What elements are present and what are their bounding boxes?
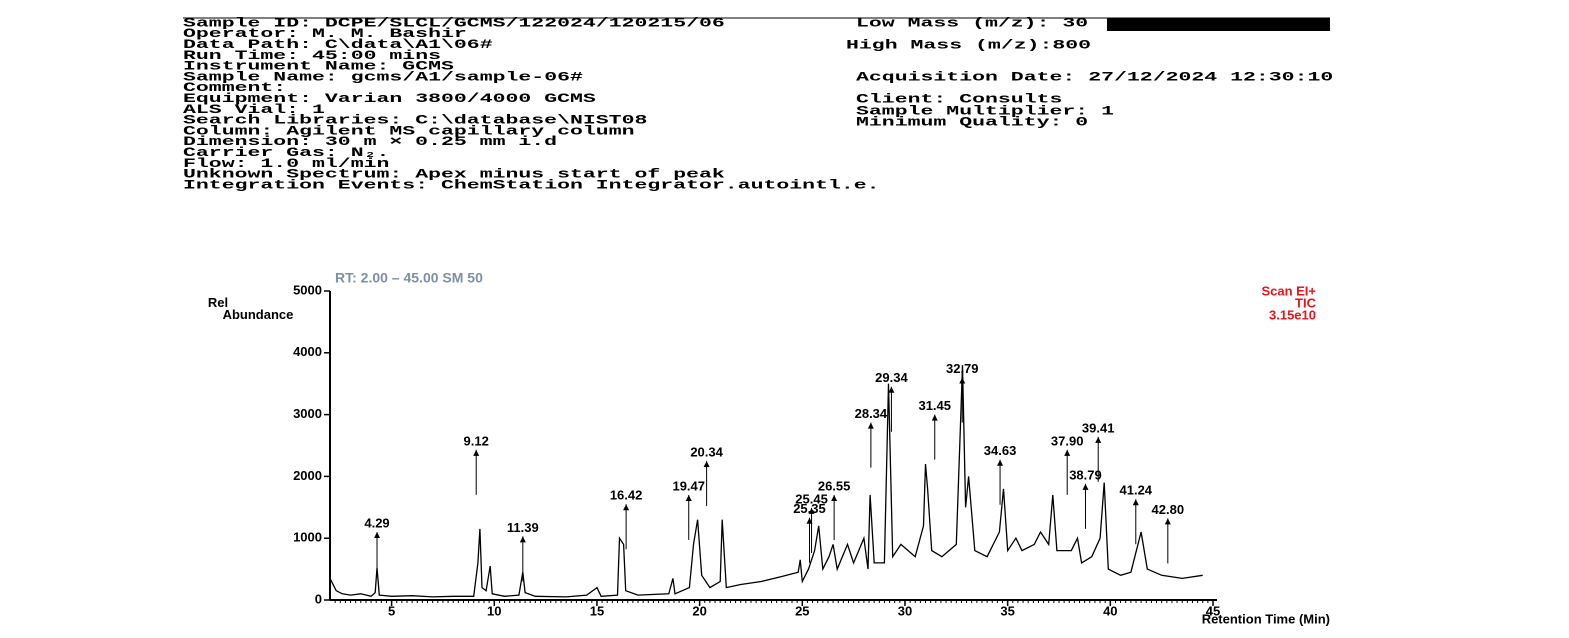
header-line: Dimension: 30 m × 0.25 mm i.d bbox=[183, 134, 557, 149]
annotation: Scan EI+ bbox=[1261, 283, 1316, 298]
chart-title: RT: 2.00 – 45.00 SM 50 bbox=[335, 270, 483, 286]
x-tick-label: 10 bbox=[487, 603, 501, 618]
peak-label: 41.24 bbox=[1120, 483, 1153, 498]
peak-label: 25.35 bbox=[793, 501, 826, 516]
y-tick-label: 4000 bbox=[293, 344, 322, 359]
header-line: Acquisition Date: 27/12/2024 12:30:10 bbox=[856, 69, 1334, 84]
header-line: Sample ID: DCPE/SLCL/GCMS/122024/120215/… bbox=[183, 15, 725, 30]
y-tick-label: 1000 bbox=[293, 530, 322, 545]
peak-label: 39.41 bbox=[1082, 420, 1115, 435]
header-line: Carrier Gas: N₂. bbox=[183, 145, 389, 160]
arrow-head bbox=[867, 422, 874, 429]
peak-label: 37.90 bbox=[1051, 433, 1084, 448]
arrow-head bbox=[685, 494, 692, 501]
peak-label: 29.34 bbox=[875, 370, 908, 385]
arrow-head bbox=[959, 377, 966, 384]
header-line: Unknown Spectrum: Apex minus start of pe… bbox=[183, 167, 725, 182]
peak-label: 28.34 bbox=[855, 406, 888, 421]
arrow-head bbox=[1164, 518, 1171, 525]
arrow-head bbox=[808, 507, 815, 514]
arrow-head bbox=[888, 386, 895, 393]
peak-label: 25.45 bbox=[795, 491, 828, 506]
y-axis-label: Rel Abundance bbox=[208, 295, 294, 322]
header-line: Column: Agilent MS capillary column bbox=[183, 123, 635, 138]
peak-label: 11.39 bbox=[507, 520, 539, 535]
arrow-head bbox=[1082, 483, 1089, 490]
header-line: Comment: bbox=[183, 80, 286, 95]
peak-label: 38.79 bbox=[1069, 467, 1102, 482]
peak-label: 26.55 bbox=[818, 478, 851, 493]
header-line: Operator: M. M. Bashir bbox=[183, 26, 467, 41]
arrow-head bbox=[623, 504, 630, 511]
x-tick-label: 30 bbox=[898, 603, 912, 618]
peak-label: 16.42 bbox=[610, 488, 643, 503]
peak-label: 34.63 bbox=[984, 443, 1017, 458]
x-axis-label: Retention Time (Min) bbox=[1202, 611, 1330, 626]
x-tick-label: 40 bbox=[1103, 603, 1117, 618]
header-line: Low Mass (m/z): 30 bbox=[856, 15, 1089, 30]
redaction bbox=[1107, 18, 1330, 31]
peak-label: 20.34 bbox=[690, 444, 723, 459]
x-tick-label: 5 bbox=[388, 603, 395, 618]
x-tick-label: 25 bbox=[795, 603, 809, 618]
header-line: Integration Events: ChemStation Integrat… bbox=[183, 177, 880, 192]
header-line: Data Path: C\data\A1\06# bbox=[183, 37, 493, 52]
arrow-head bbox=[831, 494, 838, 501]
arrow-head bbox=[519, 536, 526, 543]
peak-label: 31.45 bbox=[918, 398, 951, 413]
annotation: TIC bbox=[1295, 295, 1317, 310]
x-tick-label: 15 bbox=[590, 603, 604, 618]
header-line: Minimum Quality: 0 bbox=[856, 114, 1089, 129]
peak-label: 9.12 bbox=[464, 433, 489, 448]
header-line: Flow: 1.0 ml/min bbox=[183, 156, 390, 171]
y-tick-label: 0 bbox=[315, 591, 322, 606]
header-line: Sample Multiplier: 1 bbox=[856, 103, 1114, 118]
y-tick-label: 3000 bbox=[293, 406, 322, 421]
peak-label: 19.47 bbox=[672, 478, 705, 493]
x-tick-label: 20 bbox=[692, 603, 706, 618]
trace bbox=[329, 365, 1203, 598]
y-tick-label: 5000 bbox=[293, 282, 322, 297]
header-line: ALS Vial: 1 bbox=[183, 102, 325, 117]
x-tick-label: 45 bbox=[1206, 603, 1220, 618]
header-line: Sample Name: gcms/A1/sample-06# bbox=[183, 69, 583, 84]
y-tick-label: 2000 bbox=[293, 468, 322, 483]
x-tick-label: 35 bbox=[1000, 603, 1014, 618]
peak-label: 32.79 bbox=[946, 361, 979, 376]
arrow-head bbox=[1064, 449, 1071, 456]
annotation: 3.15e10 bbox=[1269, 307, 1316, 322]
arrow-head bbox=[703, 460, 710, 467]
peak-label: 4.29 bbox=[364, 515, 389, 530]
header-line: Run Time: 45:00 mins bbox=[183, 48, 441, 63]
header-line: Search Libraries: C:\database\NIST08 bbox=[183, 113, 648, 128]
arrow-head bbox=[473, 449, 480, 456]
arrow-head bbox=[931, 414, 938, 421]
peak-label: 42.80 bbox=[1152, 502, 1185, 517]
header-line: Client: Consults bbox=[856, 91, 1063, 106]
header-line: High Mass (m/z):800 bbox=[846, 37, 1091, 52]
header-line: Equipment: Varian 3800/4000 GCMS bbox=[183, 91, 596, 106]
arrow-head bbox=[997, 459, 1004, 466]
header-line: Instrument Name: GCMS bbox=[183, 59, 454, 74]
arrow-head bbox=[806, 517, 813, 524]
arrow-head bbox=[1095, 436, 1102, 443]
arrow-head bbox=[374, 532, 381, 539]
arrow-head bbox=[1132, 499, 1139, 506]
